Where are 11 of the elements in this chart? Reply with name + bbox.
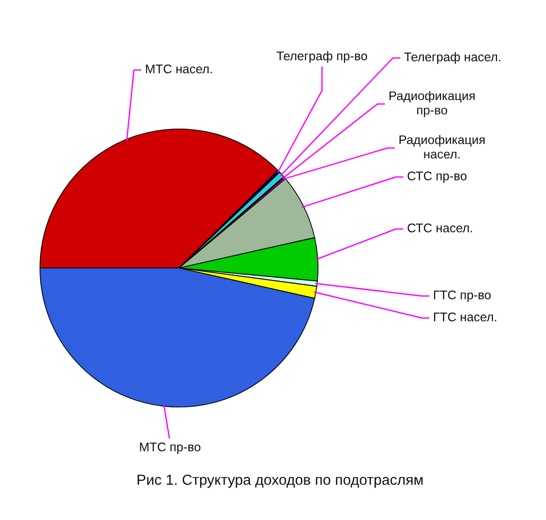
slice-label: МТС насел.	[146, 64, 212, 74]
slice-label: Телеграф пр-во	[276, 51, 368, 63]
slice-label: Радиофикация пр-во	[390, 90, 475, 118]
slice-label: Телеграф насел.	[404, 52, 500, 64]
slice-label: СТС насел.	[408, 224, 472, 232]
slice-label: СТС пр-во	[408, 172, 467, 183]
slice-label: Радиофикация насел.	[400, 134, 485, 159]
slice-label: ГТС насел.	[434, 312, 496, 322]
slice-label: МТС пр-во	[140, 442, 200, 454]
text: Рис 1. Структура доходов по подотраслям	[138, 474, 423, 488]
slice-label: ГТС пр-во	[434, 290, 491, 302]
